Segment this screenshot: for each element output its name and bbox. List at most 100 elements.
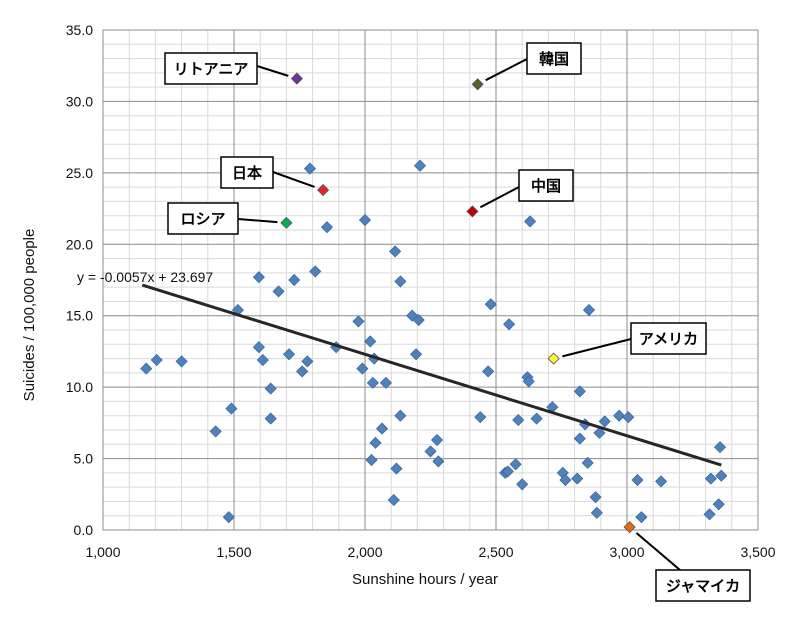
callout-box	[164, 52, 258, 85]
data-point	[264, 412, 277, 425]
data-point	[635, 511, 648, 524]
minor-gridlines	[103, 30, 758, 530]
data-point	[150, 353, 163, 367]
data-point	[365, 453, 378, 467]
y-tick-label: 25.0	[66, 165, 93, 181]
y-tick-label: 15.0	[66, 308, 93, 324]
x-axis-ticks: 1,000 1,500 2,000 2,500 3,000 3,500	[85, 544, 775, 560]
callout-label: アメリカ	[639, 330, 698, 348]
data-point	[256, 353, 269, 367]
data-point	[713, 441, 727, 454]
y-tick-label: 20.0	[66, 236, 93, 252]
data-point	[509, 458, 522, 471]
x-tick-label: 3,500	[740, 544, 775, 560]
callout-label: リトアニア	[174, 60, 249, 78]
callout-leader	[237, 218, 278, 224]
data-point	[222, 511, 235, 524]
data-point	[589, 491, 602, 504]
callout-label: 日本	[232, 164, 262, 182]
data-point	[320, 221, 334, 234]
data-point	[503, 318, 516, 331]
data-point	[484, 298, 497, 311]
data-point	[369, 436, 382, 449]
data-point	[512, 413, 525, 427]
trendline	[141, 283, 722, 467]
highlighted-point	[280, 216, 293, 229]
data-point	[573, 385, 586, 398]
data-points	[140, 72, 728, 534]
data-point	[410, 348, 423, 361]
data-point	[387, 493, 400, 507]
data-point	[590, 506, 603, 519]
data-point	[264, 382, 277, 395]
callout-leader	[256, 65, 289, 77]
data-point	[482, 365, 495, 378]
y-tick-label: 5.0	[74, 451, 94, 467]
callout-box	[526, 42, 582, 75]
highlighted-point	[466, 205, 479, 218]
data-point	[366, 376, 379, 389]
data-point	[593, 426, 606, 439]
callout-leader	[272, 171, 315, 188]
y-tick-label: 10.0	[66, 379, 93, 395]
data-point	[296, 365, 309, 378]
data-point	[712, 498, 725, 511]
callout-leader	[479, 186, 520, 209]
y-tick-label: 35.0	[66, 22, 93, 38]
x-tick-label: 1,000	[85, 544, 120, 560]
y-axis-title: Suicides / 100,000 people	[21, 229, 38, 402]
data-point	[389, 245, 402, 258]
highlighted-point	[547, 352, 560, 365]
highlighted-point	[290, 72, 303, 85]
data-point	[522, 375, 535, 388]
data-point	[309, 265, 322, 278]
data-point	[523, 215, 537, 228]
x-axis-title: Sunshine hours / year	[352, 571, 498, 588]
data-point	[474, 411, 487, 424]
highlighted-point	[317, 183, 330, 197]
data-point	[225, 402, 238, 415]
callout-label: 韓国	[539, 50, 569, 68]
data-point	[501, 465, 514, 478]
data-point	[252, 271, 265, 284]
data-point	[379, 376, 393, 389]
highlighted-point	[471, 78, 484, 91]
data-point	[301, 355, 314, 368]
callout-box	[630, 322, 707, 355]
data-point	[375, 422, 389, 435]
callout-label: ジャマイカ	[666, 577, 740, 595]
callout-box	[655, 569, 751, 602]
data-point	[432, 455, 445, 468]
data-point	[358, 213, 372, 227]
data-point	[571, 472, 584, 485]
data-point	[654, 475, 668, 488]
x-tick-label: 2,000	[347, 544, 382, 560]
y-tick-label: 30.0	[66, 93, 93, 109]
data-point	[394, 275, 407, 288]
y-tick-label: 0.0	[74, 522, 94, 538]
data-point	[631, 473, 644, 487]
data-point	[613, 409, 626, 422]
data-point	[430, 433, 444, 447]
callout-label: 中国	[531, 177, 561, 195]
callout-leader	[485, 58, 528, 82]
data-point	[140, 362, 153, 375]
callout-box	[220, 156, 274, 189]
data-point	[598, 415, 611, 428]
data-point	[582, 303, 596, 317]
trendline-equation: y = -0.0057x + 23.697	[77, 269, 213, 285]
data-point	[516, 478, 529, 491]
data-point	[581, 456, 594, 469]
x-tick-label: 3,000	[609, 544, 644, 560]
data-point	[704, 472, 717, 485]
callout-box	[518, 169, 574, 202]
data-point	[352, 315, 365, 328]
data-point	[288, 273, 301, 287]
data-point	[252, 341, 265, 354]
data-point	[573, 432, 586, 445]
data-point	[394, 409, 407, 422]
data-point	[715, 469, 728, 482]
callout-box	[167, 202, 239, 235]
